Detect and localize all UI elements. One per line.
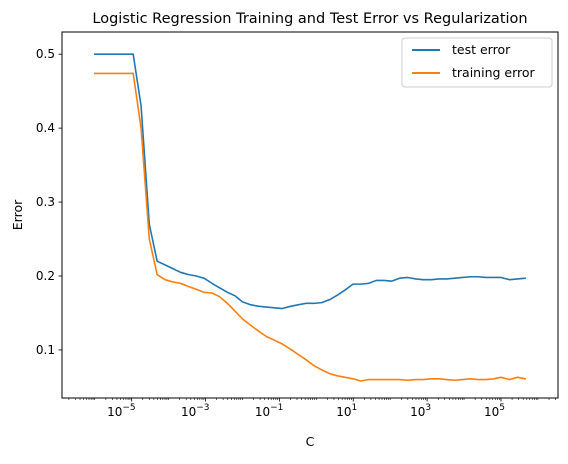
y-tick-label: 0.2 xyxy=(36,269,55,283)
chart-title: Logistic Regression Training and Test Er… xyxy=(92,11,527,27)
x-tick-label: 10−5 xyxy=(107,403,136,419)
x-axis-label: C xyxy=(306,434,315,449)
x-tick-label: 103 xyxy=(410,403,431,419)
plot-frame xyxy=(61,31,559,399)
y-tick-label: 0.1 xyxy=(36,343,55,357)
y-tick-label: 0.3 xyxy=(36,195,55,209)
series-line-training-error xyxy=(93,72,527,382)
plot-layer xyxy=(93,53,527,382)
legend: test error training error xyxy=(401,37,553,88)
series-line-test-error xyxy=(93,53,526,310)
y-axis: 0.1 0.2 0.3 0.4 0.5 xyxy=(36,47,62,357)
y-tick-label: 0.4 xyxy=(36,121,55,135)
x-tick-label: 10−3 xyxy=(181,403,210,419)
legend-label-test-error: test error xyxy=(452,42,511,57)
x-tick-label: 101 xyxy=(336,403,357,419)
x-axis: 10−5 10−3 10−1 101 103 105 xyxy=(68,398,556,419)
x-tick-label: 10−1 xyxy=(255,403,284,419)
x-tick-label: 105 xyxy=(484,403,505,419)
legend-label-training-error: training error xyxy=(452,65,536,80)
y-tick-label: 0.5 xyxy=(36,47,55,61)
y-axis-label: Error xyxy=(10,199,25,230)
